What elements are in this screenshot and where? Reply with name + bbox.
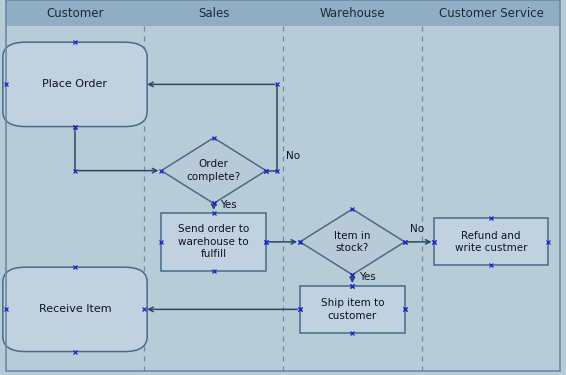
Bar [161,213,266,271]
Text: Customer: Customer [46,7,104,20]
Text: Yes: Yes [220,200,237,210]
Text: Send order to
warehouse to
fulfill: Send order to warehouse to fulfill [178,225,249,259]
Text: Yes: Yes [359,272,376,282]
Text: Refund and
write custmer: Refund and write custmer [454,231,528,253]
Bar [300,286,405,333]
FancyBboxPatch shape [3,42,147,127]
Text: Order
complete?: Order complete? [187,159,241,182]
Text: Sales: Sales [198,7,229,20]
Text: Receive Item: Receive Item [38,304,112,314]
Polygon shape [161,138,266,203]
Text: Customer Service: Customer Service [439,7,543,20]
Text: No: No [286,152,300,161]
Text: No: No [410,225,424,234]
Polygon shape [300,209,405,274]
Text: Warehouse: Warehouse [320,7,385,20]
FancyBboxPatch shape [3,267,147,352]
Text: Ship item to
customer: Ship item to customer [320,298,384,321]
Bar [435,218,548,266]
Bar [6,0,560,26]
Text: Place Order: Place Order [42,80,108,89]
Text: Item in
stock?: Item in stock? [334,231,371,253]
